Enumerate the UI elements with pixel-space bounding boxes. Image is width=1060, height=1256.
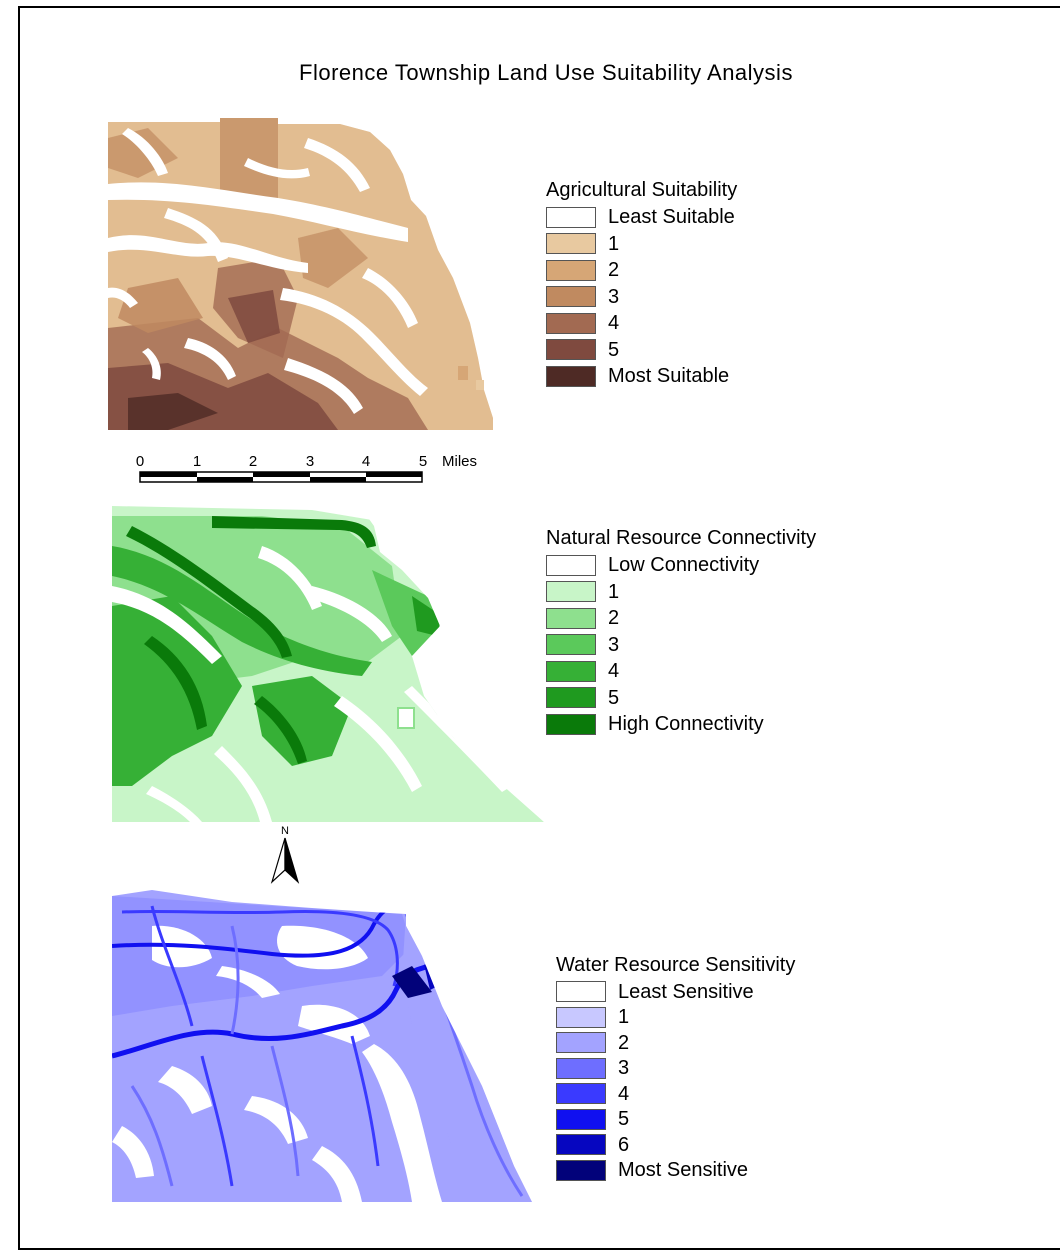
legend-label: 1 — [608, 232, 620, 255]
legend-item: 3 — [556, 1056, 795, 1082]
north-arrow-icon: N — [270, 825, 300, 884]
legend-swatch — [546, 634, 596, 656]
legend-item: High Connectivity — [546, 711, 816, 738]
legend-item: Most Suitable — [546, 363, 737, 390]
legend-swatch — [556, 1134, 606, 1156]
legend-item: 6 — [556, 1132, 795, 1158]
legend-title: Water Resource Sensitivity — [556, 954, 796, 976]
water-resource-sensitivity-map — [112, 890, 532, 1202]
natural-resource-connectivity-legend: Natural Resource Connectivity Low Connec… — [546, 526, 816, 738]
legend-swatch — [546, 713, 596, 735]
legend-swatch — [546, 259, 596, 281]
legend-label: 3 — [608, 285, 620, 308]
legend-label: 4 — [608, 660, 620, 683]
legend-swatch — [546, 286, 596, 308]
legend-label: 5 — [608, 686, 620, 709]
legend-item: 2 — [546, 605, 816, 632]
legend-item: 2 — [556, 1030, 795, 1056]
legend-swatch — [556, 1032, 606, 1054]
legend-item: 2 — [546, 257, 737, 284]
legend-swatch — [556, 1159, 606, 1181]
legend-swatch — [546, 339, 596, 361]
legend-label: Least Suitable — [608, 206, 735, 229]
natural-resource-connectivity-map — [112, 486, 544, 822]
legend-label: Most Suitable — [608, 365, 730, 388]
scale-tick-label: 3 — [306, 453, 314, 470]
legend-label: 5 — [608, 338, 620, 361]
scale-tick-label: 0 — [136, 453, 144, 470]
legend-swatch — [546, 365, 596, 387]
legend-item: 4 — [556, 1081, 795, 1107]
legend-label: 2 — [618, 1031, 630, 1054]
scale-tick-label: 2 — [249, 453, 257, 470]
scale-bar: 0 1 2 3 4 5 Miles — [136, 453, 477, 483]
legend-label: Most Sensitive — [618, 1159, 749, 1182]
map-title: Florence Township Land Use Suitability A… — [299, 60, 793, 85]
legend-item: 5 — [546, 337, 737, 364]
scale-bar-segments — [139, 471, 423, 483]
legend-label: 3 — [618, 1057, 630, 1080]
water-resource-sensitivity-legend: Water Resource Sensitivity Least Sensiti… — [556, 953, 795, 1183]
scale-unit-label: Miles — [442, 453, 477, 470]
legend-item: 1 — [556, 1005, 795, 1031]
scale-tick-label: 1 — [193, 453, 201, 470]
legend-item: Low Connectivity — [546, 552, 816, 579]
legend-item: 4 — [546, 658, 816, 685]
agricultural-suitability-legend: Agricultural Suitability Least Suitable … — [546, 178, 737, 390]
legend-swatch — [556, 1006, 606, 1028]
legend-item: 3 — [546, 284, 737, 311]
legend-label: 4 — [608, 312, 620, 335]
legend-swatch — [546, 607, 596, 629]
legend-label: 2 — [608, 607, 620, 630]
legend-label: 3 — [608, 633, 620, 656]
scale-tick-label: 4 — [362, 453, 370, 470]
legend-swatch — [546, 660, 596, 682]
legend-item: 5 — [546, 685, 816, 712]
legend-label: 6 — [618, 1133, 630, 1156]
legend-label: 2 — [608, 259, 620, 282]
legend-label: 5 — [618, 1108, 630, 1131]
legend-label: 4 — [618, 1082, 630, 1105]
map-layout-frame — [18, 6, 1060, 1250]
legend-item: 1 — [546, 231, 737, 258]
legend-item: 3 — [546, 632, 816, 659]
legend-label: High Connectivity — [608, 713, 764, 736]
legend-swatch — [556, 1057, 606, 1079]
legend-title: Natural Resource Connectivity — [546, 527, 817, 549]
agricultural-suitability-map — [108, 118, 493, 430]
legend-label: 1 — [618, 1006, 630, 1029]
legend-item: Least Suitable — [546, 204, 737, 231]
scale-tick-label: 5 — [419, 453, 427, 470]
legend-label: Least Sensitive — [618, 980, 754, 1003]
legend-swatch — [546, 312, 596, 334]
legend-swatch — [556, 1083, 606, 1105]
legend-label: Low Connectivity — [608, 554, 760, 577]
legend-swatch — [546, 554, 596, 576]
legend-swatch — [546, 233, 596, 255]
legend-item: Least Sensitive — [556, 979, 795, 1005]
legend-item: 4 — [546, 310, 737, 337]
legend-item: Most Sensitive — [556, 1158, 795, 1184]
legend-item: 5 — [556, 1107, 795, 1133]
legend-title: Agricultural Suitability — [546, 179, 738, 201]
legend-item: 1 — [546, 579, 816, 606]
legend-swatch — [546, 206, 596, 228]
north-label: N — [281, 825, 289, 837]
legend-swatch — [556, 981, 606, 1003]
legend-swatch — [546, 687, 596, 709]
legend-label: 1 — [608, 580, 620, 603]
legend-swatch — [546, 581, 596, 603]
legend-swatch — [556, 1108, 606, 1130]
